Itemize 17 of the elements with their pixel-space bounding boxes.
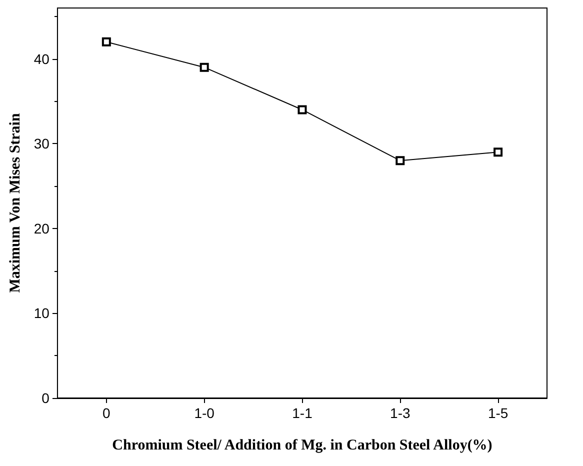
y-tick-label: 40 (34, 50, 50, 67)
x-tick-label: 1-5 (488, 405, 508, 421)
x-tick-label: 1-3 (390, 405, 410, 421)
x-tick-label: 1-1 (292, 405, 313, 421)
point (200, 62, 209, 72)
point (298, 105, 307, 114)
y-tick-label: 30 (34, 136, 50, 152)
x-axis-title: Chromium Steel/ Addition of Mg. in Carbon Steel Alloy(%) (112, 438, 492, 454)
y-tick-label: 10 (34, 305, 50, 322)
y-tick-label: 0 (42, 390, 50, 406)
point (102, 37, 111, 46)
x-tick-label: 1-0 (194, 405, 215, 421)
y-tick-label: 20 (34, 220, 50, 236)
x-tick-label: 0 (102, 405, 111, 421)
point (396, 156, 405, 166)
point (494, 148, 503, 157)
y-axis-title: Maximum Von Mises Strain (8, 112, 24, 293)
